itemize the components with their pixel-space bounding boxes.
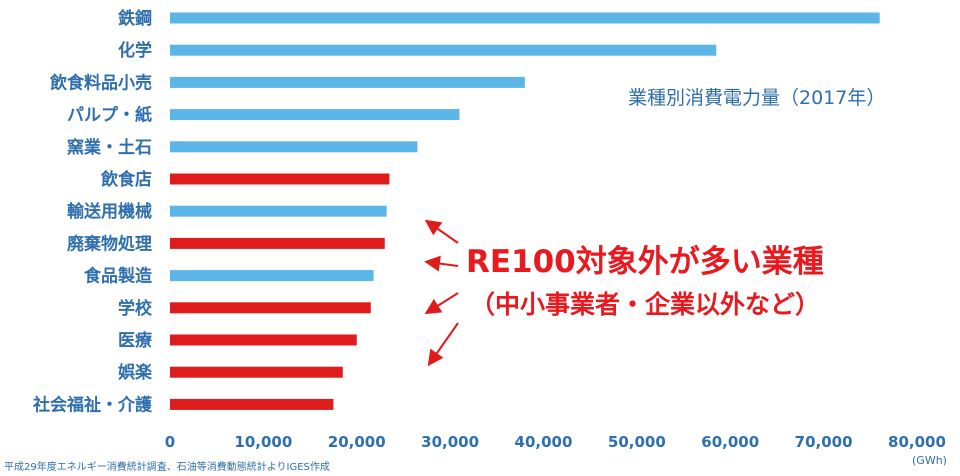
x-tick-label: 40,000: [515, 433, 573, 451]
category-label: 飲食店: [100, 169, 152, 190]
x-tick-label: 50,000: [608, 433, 666, 451]
bar: [170, 237, 385, 249]
x-tick-label: 70,000: [795, 433, 853, 451]
arrow-4: [427, 322, 459, 367]
category-label: 輸送用機械: [67, 201, 152, 222]
bars-layer: [170, 12, 880, 410]
x-tick-label: 80,000: [888, 433, 946, 451]
category-label: 窯業・土石: [67, 137, 152, 158]
source-note: 平成29年度エネルギー消費統計調査、石油等消費動態統計よりIGES作成: [4, 460, 330, 473]
x-axis-ticks: 0 10,000 20,000 30,000 40,000 50,000 60,000 70,…: [165, 433, 946, 451]
bar: [170, 366, 343, 378]
category-label: 食品製造: [84, 266, 153, 287]
annotation-line-1: RE100対象外が多い業種: [466, 244, 824, 280]
category-label: 医療: [118, 330, 153, 351]
bar: [170, 173, 390, 185]
bar: [170, 398, 334, 410]
arrow-2: [424, 255, 459, 272]
bar: [170, 12, 880, 24]
x-tick-label: 10,000: [234, 433, 292, 451]
category-label: 鉄鋼: [118, 8, 152, 29]
x-axis-unit: (GWh): [912, 454, 947, 467]
chart-title: 業種別消費電力量（2017年）: [628, 87, 885, 109]
bar: [170, 334, 357, 346]
annotation-arrows: [424, 219, 459, 367]
category-label: 娯楽: [118, 362, 153, 383]
category-label: 廃棄物処理: [67, 233, 152, 254]
bar: [170, 205, 387, 217]
category-label: 飲食料品小売: [49, 72, 152, 93]
bar: [170, 109, 460, 121]
category-label: パルプ・紙: [67, 105, 152, 126]
bar: [170, 44, 717, 56]
arrow-3: [424, 292, 459, 315]
arrow-1: [424, 219, 459, 244]
bar: [170, 270, 374, 282]
category-label: 社会福祉・介護: [32, 394, 153, 415]
category-labels: 鉄鋼化学飲食料品小売パルプ・紙窯業・土石飲食店輸送用機械廃棄物処理食品製造学校医…: [32, 8, 153, 415]
annotation-line-2: （中小事業者・企業以外など）: [470, 290, 820, 319]
x-tick-label: 60,000: [701, 433, 759, 451]
x-tick-label: 0: [165, 433, 175, 451]
bar: [170, 302, 371, 314]
bar: [170, 141, 418, 153]
category-label: 化学: [118, 40, 152, 61]
x-tick-label: 30,000: [421, 433, 479, 451]
bar: [170, 76, 525, 88]
category-label: 学校: [118, 298, 153, 319]
x-tick-label: 20,000: [328, 433, 386, 451]
